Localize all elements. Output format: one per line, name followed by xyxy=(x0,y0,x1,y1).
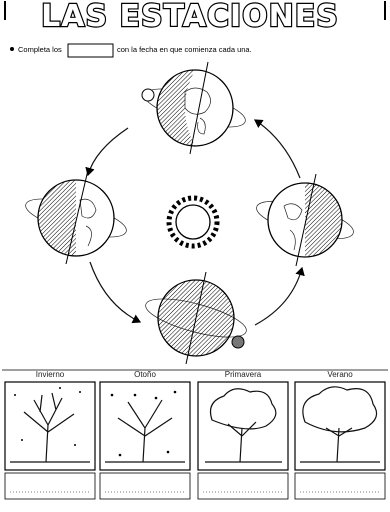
answer-box xyxy=(99,472,191,500)
title: LAS ESTACIONES xyxy=(41,0,339,34)
autumn-tree xyxy=(105,390,185,463)
summer-tree xyxy=(300,386,380,463)
season-label: Primavera xyxy=(225,370,262,379)
spring-tree xyxy=(205,388,282,463)
instruction-text: con la fecha en que comienza cada una. xyxy=(117,45,252,54)
season-panels: Invierno Otoño Primavera Verano xyxy=(4,370,386,500)
globe xyxy=(25,169,127,265)
arrow xyxy=(254,266,305,326)
answer-box xyxy=(4,472,96,500)
season-label: Verano xyxy=(327,370,353,379)
answer-box xyxy=(294,472,386,500)
orbit-diagram xyxy=(25,61,354,365)
instruction-text: Completa los xyxy=(18,45,62,54)
sun xyxy=(166,195,220,249)
arrow xyxy=(254,119,301,179)
season-label: Invierno xyxy=(36,370,65,379)
season-label: Otoño xyxy=(134,370,156,379)
bullet xyxy=(10,47,14,51)
answer-box xyxy=(197,472,289,500)
answer-box xyxy=(67,43,114,58)
globe xyxy=(141,61,246,155)
winter-tree xyxy=(10,387,90,463)
arrow xyxy=(89,261,142,324)
arrow xyxy=(85,127,129,177)
globe xyxy=(145,271,247,365)
globe xyxy=(256,173,354,267)
